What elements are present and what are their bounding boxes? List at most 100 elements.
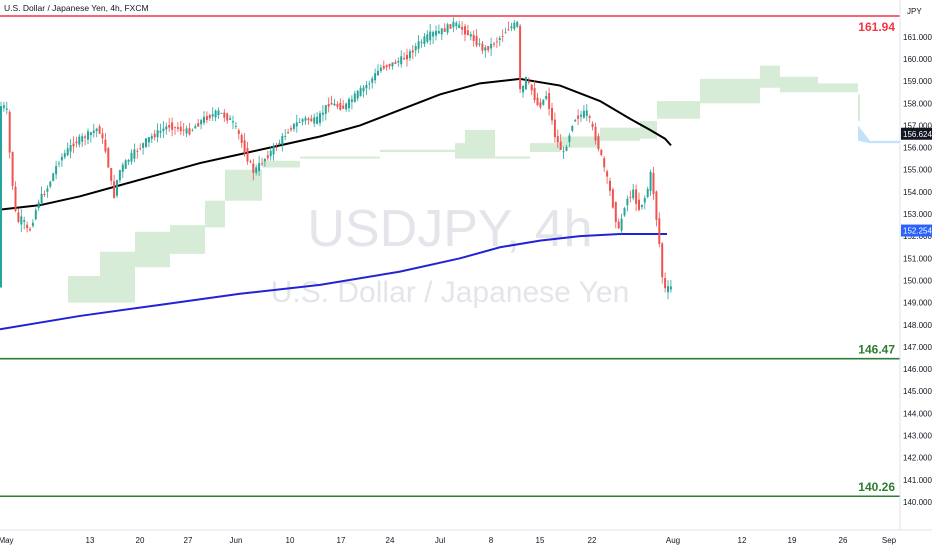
- candle-body: [246, 148, 249, 162]
- candle-body: [527, 81, 530, 83]
- y-tick-label: 142.000: [903, 454, 932, 463]
- candle-body: [49, 181, 52, 187]
- candle-body: [214, 110, 217, 118]
- candle-body: [475, 36, 478, 46]
- price-tag-bg: [901, 224, 932, 237]
- candle-body: [84, 136, 87, 138]
- candle-body: [452, 21, 455, 28]
- candle-body: [290, 128, 292, 130]
- candle-body: [55, 166, 58, 175]
- candle-body: [330, 102, 333, 105]
- candle-body: [31, 222, 34, 226]
- chart-title: U.S. Dollar / Japanese Yen, 4h, FXCM: [4, 3, 149, 13]
- candle-body: [98, 126, 101, 134]
- x-tick-label: 15: [536, 536, 545, 545]
- candle-body: [449, 24, 452, 29]
- candle-body: [191, 129, 194, 131]
- candle-body: [411, 50, 414, 53]
- candle-body: [116, 180, 118, 196]
- candle-body: [133, 149, 136, 159]
- candle-body: [530, 84, 533, 91]
- y-tick-label: 156.000: [903, 144, 932, 153]
- candle-body: [145, 138, 147, 147]
- ichimoku-cloud: [68, 65, 900, 303]
- candle-body: [568, 135, 571, 142]
- y-tick-label: 146.000: [903, 365, 932, 374]
- candle-body: [263, 158, 266, 162]
- candle-body: [185, 128, 188, 134]
- candle-body: [643, 198, 646, 203]
- candle-body: [0, 106, 2, 288]
- x-tick-label: May: [0, 536, 14, 545]
- candle-body: [510, 26, 513, 29]
- y-tick-label: 141.000: [903, 476, 932, 485]
- candle-body: [391, 62, 394, 67]
- candle-body: [58, 163, 60, 165]
- candle-body: [539, 102, 542, 108]
- candle-body: [388, 64, 391, 67]
- candle-body: [324, 105, 327, 114]
- candle-body: [580, 114, 582, 117]
- candle-body: [374, 73, 377, 81]
- candle-body: [516, 21, 519, 27]
- candle-body: [559, 141, 562, 151]
- candle-body: [356, 90, 359, 99]
- candle-body: [403, 58, 406, 60]
- candle-body: [234, 126, 237, 127]
- candle-body: [11, 152, 14, 187]
- y-tick-label: 151.000: [903, 254, 932, 263]
- candle-body: [359, 88, 362, 96]
- level-label: 161.94: [858, 20, 895, 34]
- candle-body: [507, 29, 510, 31]
- candle-body: [34, 210, 37, 220]
- price-axis: 140.000 141.000 142.000 143.000 144.000 145.0…: [899, 0, 932, 530]
- candle-body: [524, 77, 527, 90]
- candle-body: [278, 142, 281, 145]
- watermark-name: U.S. Dollar / Japanese Yen: [271, 276, 630, 309]
- candle-body: [455, 22, 458, 27]
- candle-body: [23, 220, 26, 222]
- x-tick-label: 22: [588, 536, 597, 545]
- candle-body: [304, 117, 307, 121]
- candle-body: [487, 46, 490, 51]
- candle-body: [258, 163, 261, 172]
- candle-body: [504, 32, 507, 34]
- candle-body: [432, 32, 435, 37]
- candle-body: [124, 160, 127, 169]
- candle-body: [75, 141, 78, 144]
- candle-body: [371, 78, 374, 83]
- candle-body: [640, 204, 643, 208]
- candle-body: [635, 189, 638, 204]
- x-tick-label: 19: [788, 536, 797, 545]
- y-tick-label: 145.000: [903, 387, 932, 396]
- candle-body: [40, 193, 43, 204]
- candle-body: [620, 218, 623, 231]
- candle-body: [107, 148, 110, 168]
- candle-body: [197, 123, 200, 127]
- candle-body: [200, 120, 203, 125]
- horizontal-levels: 161.94 146.47 140.26: [0, 15, 900, 498]
- cloud-bearish: [858, 125, 900, 144]
- candle-body: [606, 171, 609, 177]
- candles: [0, 17, 672, 300]
- candle-body: [414, 46, 417, 51]
- candle-body: [562, 151, 565, 153]
- candle-body: [611, 189, 614, 208]
- candle-body: [176, 127, 179, 129]
- candle-body: [556, 136, 559, 143]
- x-tick-label: 24: [386, 536, 395, 545]
- candle-body: [261, 163, 263, 165]
- y-tick-label: 152.000: [903, 232, 932, 241]
- candle-body: [110, 168, 113, 181]
- candle-body: [69, 145, 72, 152]
- candle-body: [609, 180, 611, 191]
- candle-body: [142, 143, 145, 148]
- ma-black-line: [0, 77, 672, 211]
- candle-body: [87, 131, 89, 140]
- y-tick-label: 153.000: [903, 210, 932, 219]
- candle-body: [469, 34, 472, 37]
- candle-body: [638, 199, 640, 210]
- candle-body: [298, 122, 301, 123]
- candle-body: [266, 155, 269, 159]
